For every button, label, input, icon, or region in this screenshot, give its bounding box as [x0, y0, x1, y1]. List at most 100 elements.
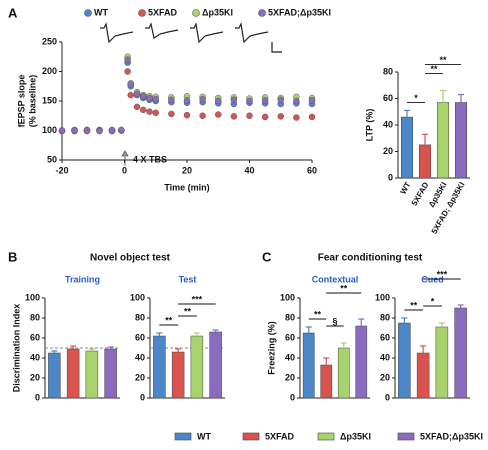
y-tick-label: 40 — [383, 119, 393, 129]
heading: Fear conditioning test — [318, 253, 423, 264]
data-point — [230, 96, 238, 104]
bar — [418, 144, 432, 179]
data-point — [152, 109, 159, 117]
data-point — [168, 110, 175, 118]
y-tick-label: 0 — [290, 392, 295, 402]
bar — [320, 364, 333, 399]
sig-label: * — [414, 93, 418, 103]
x-tick-label: -20 — [55, 165, 68, 175]
data-point — [96, 127, 103, 135]
y-tick-label: 100 — [375, 292, 390, 302]
data-point — [118, 126, 125, 134]
error-bar — [340, 342, 347, 348]
data-point — [246, 97, 253, 105]
y-tick-label: 60 — [30, 332, 40, 342]
y-tick-label: 60 — [380, 332, 390, 342]
bar — [153, 335, 166, 399]
data-point — [127, 91, 134, 99]
y-tick-label: 20 — [383, 146, 393, 156]
data-point — [124, 68, 131, 75]
y-tick-label: 0 — [385, 392, 390, 402]
y-tick-label: 50 — [47, 154, 57, 164]
data-point — [183, 111, 191, 119]
sig-label: ** — [340, 283, 348, 293]
annotation: 4 X TBS — [133, 154, 167, 164]
panel-label: A — [8, 5, 18, 20]
bar — [171, 351, 185, 399]
y-tick-label: 80 — [285, 312, 295, 322]
error-bar — [156, 332, 163, 336]
sig-label: § — [332, 316, 337, 326]
data-point — [140, 93, 147, 100]
y-tick-label: 0 — [388, 172, 393, 182]
bar — [104, 348, 117, 399]
bar — [454, 307, 467, 399]
y-tick-label: 60 — [135, 332, 145, 342]
error-bar — [175, 348, 182, 352]
y-tick-label: 20 — [380, 372, 390, 382]
legend-label: WT — [197, 431, 211, 441]
bar — [400, 116, 414, 179]
y-tick-label: 0 — [140, 392, 145, 402]
bar — [337, 347, 350, 399]
legend-marker — [138, 9, 146, 17]
error-bar — [420, 345, 427, 353]
error-bar — [401, 317, 408, 323]
error-bar — [70, 345, 77, 349]
sig-label: ** — [165, 315, 173, 325]
legend-marker — [192, 9, 200, 17]
bar — [66, 348, 80, 399]
y-tick-label: 20 — [30, 372, 40, 382]
y-tick-label: 40 — [30, 352, 40, 362]
subtitle: Test — [179, 274, 197, 284]
x-tick-label: WT — [399, 180, 413, 195]
legend-swatch — [397, 432, 415, 441]
arrow — [121, 150, 129, 166]
y-tick-label: 60 — [285, 332, 295, 342]
x-tick-label: 20 — [182, 165, 192, 175]
bar — [209, 331, 222, 399]
y-tick-label: 100 — [25, 292, 40, 302]
x-axis-label: Time (min) — [164, 182, 209, 192]
error-bar — [457, 304, 464, 308]
panel-label: C — [262, 249, 272, 264]
y-tick-label: 80 — [30, 312, 40, 322]
trace — [100, 22, 134, 44]
data-point — [308, 113, 316, 121]
y-tick-label: 20 — [135, 372, 145, 382]
data-point — [277, 96, 284, 104]
data-point — [308, 97, 316, 104]
y-tick-label: 200 — [42, 66, 57, 76]
legend-marker — [84, 9, 92, 17]
legend-label: 5XFAD;Δp35KI — [420, 431, 483, 441]
bar — [302, 332, 315, 399]
bar — [355, 325, 368, 399]
y-tick-label: 40 — [135, 352, 145, 362]
data-point — [133, 90, 141, 98]
error-bar — [193, 332, 200, 336]
sig-label: *** — [437, 269, 448, 279]
scale-bar — [271, 42, 282, 53]
data-point — [146, 94, 153, 102]
legend-label: WT — [94, 7, 108, 17]
y-tick-label: 40 — [380, 352, 390, 362]
trace — [190, 22, 224, 44]
sig-label: ** — [184, 306, 192, 316]
sig-label: ** — [430, 64, 438, 74]
data-point — [246, 112, 253, 119]
data-point — [152, 95, 159, 103]
y-axis-label: Discrimination Index — [11, 304, 21, 393]
y-tick-label: 40 — [285, 352, 295, 362]
y-tick-label: 0 — [35, 392, 40, 402]
data-point — [230, 113, 238, 120]
error-bar — [440, 89, 446, 103]
bar — [416, 352, 430, 399]
data-point — [183, 97, 191, 104]
bar — [435, 326, 449, 399]
data-point — [108, 127, 116, 134]
bar — [190, 335, 204, 399]
data-point — [215, 111, 222, 118]
subtitle: Contextual — [312, 274, 359, 284]
